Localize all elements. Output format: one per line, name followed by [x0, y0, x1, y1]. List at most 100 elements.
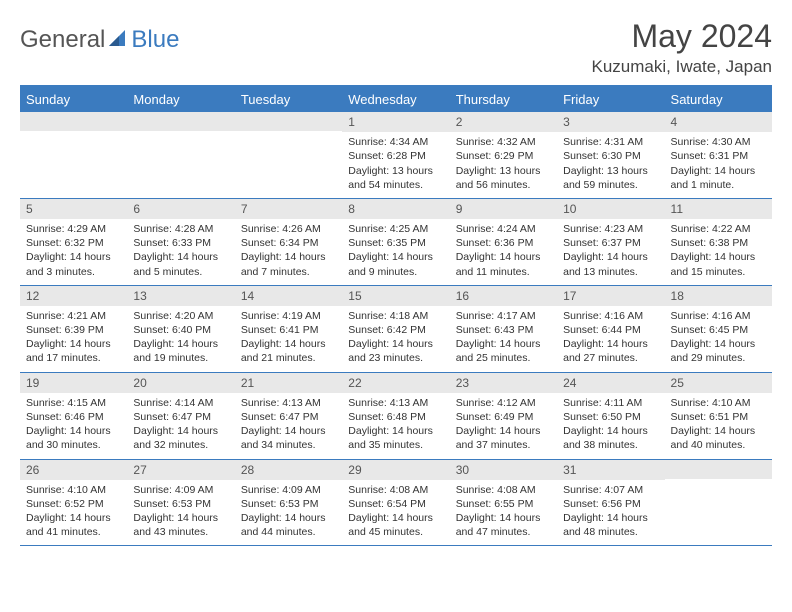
day-content: Sunrise: 4:17 AMSunset: 6:43 PMDaylight:… [450, 306, 557, 372]
day-header: Thursday [450, 87, 557, 112]
daylight-line: Daylight: 14 hours and 34 minutes. [241, 424, 336, 452]
sunset-line: Sunset: 6:52 PM [26, 497, 121, 511]
day-content: Sunrise: 4:22 AMSunset: 6:38 PMDaylight:… [665, 219, 772, 285]
sunset-line: Sunset: 6:42 PM [348, 323, 443, 337]
day-cell: 12Sunrise: 4:21 AMSunset: 6:39 PMDayligh… [20, 286, 127, 372]
daylight-line: Daylight: 14 hours and 48 minutes. [563, 511, 658, 539]
sunset-line: Sunset: 6:40 PM [133, 323, 228, 337]
daylight-line: Daylight: 13 hours and 54 minutes. [348, 164, 443, 192]
sunrise-line: Sunrise: 4:18 AM [348, 309, 443, 323]
day-cell: 3Sunrise: 4:31 AMSunset: 6:30 PMDaylight… [557, 112, 664, 198]
sunset-line: Sunset: 6:36 PM [456, 236, 551, 250]
sunset-line: Sunset: 6:37 PM [563, 236, 658, 250]
day-number: 26 [20, 460, 127, 480]
sunrise-line: Sunrise: 4:24 AM [456, 222, 551, 236]
day-cell [665, 460, 772, 546]
logo-sail-icon [107, 28, 129, 53]
daylight-line: Daylight: 14 hours and 7 minutes. [241, 250, 336, 278]
daylight-line: Daylight: 14 hours and 27 minutes. [563, 337, 658, 365]
day-number [665, 460, 772, 479]
day-number: 13 [127, 286, 234, 306]
day-number: 11 [665, 199, 772, 219]
day-cell: 19Sunrise: 4:15 AMSunset: 6:46 PMDayligh… [20, 373, 127, 459]
day-cell: 15Sunrise: 4:18 AMSunset: 6:42 PMDayligh… [342, 286, 449, 372]
sunset-line: Sunset: 6:35 PM [348, 236, 443, 250]
day-cell: 1Sunrise: 4:34 AMSunset: 6:28 PMDaylight… [342, 112, 449, 198]
daylight-line: Daylight: 13 hours and 56 minutes. [456, 164, 551, 192]
sunset-line: Sunset: 6:41 PM [241, 323, 336, 337]
sunrise-line: Sunrise: 4:26 AM [241, 222, 336, 236]
logo-text-2: Blue [131, 26, 179, 54]
sunrise-line: Sunrise: 4:08 AM [348, 483, 443, 497]
day-cell: 24Sunrise: 4:11 AMSunset: 6:50 PMDayligh… [557, 373, 664, 459]
day-content: Sunrise: 4:19 AMSunset: 6:41 PMDaylight:… [235, 306, 342, 372]
sunset-line: Sunset: 6:32 PM [26, 236, 121, 250]
daylight-line: Daylight: 14 hours and 11 minutes. [456, 250, 551, 278]
sunset-line: Sunset: 6:48 PM [348, 410, 443, 424]
sunrise-line: Sunrise: 4:16 AM [671, 309, 766, 323]
sunset-line: Sunset: 6:31 PM [671, 149, 766, 163]
day-cell: 25Sunrise: 4:10 AMSunset: 6:51 PMDayligh… [665, 373, 772, 459]
day-content: Sunrise: 4:09 AMSunset: 6:53 PMDaylight:… [235, 480, 342, 546]
sunset-line: Sunset: 6:50 PM [563, 410, 658, 424]
sunrise-line: Sunrise: 4:14 AM [133, 396, 228, 410]
sunrise-line: Sunrise: 4:11 AM [563, 396, 658, 410]
day-cell: 5Sunrise: 4:29 AMSunset: 6:32 PMDaylight… [20, 199, 127, 285]
sunset-line: Sunset: 6:44 PM [563, 323, 658, 337]
day-number: 22 [342, 373, 449, 393]
daylight-line: Daylight: 14 hours and 30 minutes. [26, 424, 121, 452]
sunrise-line: Sunrise: 4:16 AM [563, 309, 658, 323]
sunrise-line: Sunrise: 4:32 AM [456, 135, 551, 149]
day-content: Sunrise: 4:20 AMSunset: 6:40 PMDaylight:… [127, 306, 234, 372]
day-content: Sunrise: 4:09 AMSunset: 6:53 PMDaylight:… [127, 480, 234, 546]
day-number: 12 [20, 286, 127, 306]
sunrise-line: Sunrise: 4:09 AM [241, 483, 336, 497]
sunset-line: Sunset: 6:54 PM [348, 497, 443, 511]
day-content: Sunrise: 4:10 AMSunset: 6:52 PMDaylight:… [20, 480, 127, 546]
sunset-line: Sunset: 6:29 PM [456, 149, 551, 163]
day-number: 16 [450, 286, 557, 306]
sunset-line: Sunset: 6:33 PM [133, 236, 228, 250]
day-content: Sunrise: 4:16 AMSunset: 6:45 PMDaylight:… [665, 306, 772, 372]
week-row: 1Sunrise: 4:34 AMSunset: 6:28 PMDaylight… [20, 112, 772, 199]
sunrise-line: Sunrise: 4:13 AM [241, 396, 336, 410]
day-cell: 14Sunrise: 4:19 AMSunset: 6:41 PMDayligh… [235, 286, 342, 372]
day-content: Sunrise: 4:21 AMSunset: 6:39 PMDaylight:… [20, 306, 127, 372]
daylight-line: Daylight: 14 hours and 15 minutes. [671, 250, 766, 278]
week-row: 5Sunrise: 4:29 AMSunset: 6:32 PMDaylight… [20, 199, 772, 286]
day-content: Sunrise: 4:14 AMSunset: 6:47 PMDaylight:… [127, 393, 234, 459]
day-cell: 10Sunrise: 4:23 AMSunset: 6:37 PMDayligh… [557, 199, 664, 285]
day-content: Sunrise: 4:08 AMSunset: 6:54 PMDaylight:… [342, 480, 449, 546]
daylight-line: Daylight: 14 hours and 25 minutes. [456, 337, 551, 365]
day-content: Sunrise: 4:10 AMSunset: 6:51 PMDaylight:… [665, 393, 772, 459]
day-number [235, 112, 342, 131]
sunset-line: Sunset: 6:56 PM [563, 497, 658, 511]
day-number: 30 [450, 460, 557, 480]
day-header: Saturday [665, 87, 772, 112]
week-row: 26Sunrise: 4:10 AMSunset: 6:52 PMDayligh… [20, 460, 772, 547]
day-content: Sunrise: 4:18 AMSunset: 6:42 PMDaylight:… [342, 306, 449, 372]
day-number: 18 [665, 286, 772, 306]
daylight-line: Daylight: 14 hours and 29 minutes. [671, 337, 766, 365]
day-cell: 17Sunrise: 4:16 AMSunset: 6:44 PMDayligh… [557, 286, 664, 372]
month-title: May 2024 [592, 18, 772, 55]
sunset-line: Sunset: 6:45 PM [671, 323, 766, 337]
daylight-line: Daylight: 14 hours and 21 minutes. [241, 337, 336, 365]
day-content: Sunrise: 4:24 AMSunset: 6:36 PMDaylight:… [450, 219, 557, 285]
sunset-line: Sunset: 6:47 PM [133, 410, 228, 424]
day-cell: 6Sunrise: 4:28 AMSunset: 6:33 PMDaylight… [127, 199, 234, 285]
day-number: 28 [235, 460, 342, 480]
day-cell: 4Sunrise: 4:30 AMSunset: 6:31 PMDaylight… [665, 112, 772, 198]
calendar: Sunday Monday Tuesday Wednesday Thursday… [20, 85, 772, 546]
day-cell [20, 112, 127, 198]
day-content: Sunrise: 4:12 AMSunset: 6:49 PMDaylight:… [450, 393, 557, 459]
day-content: Sunrise: 4:11 AMSunset: 6:50 PMDaylight:… [557, 393, 664, 459]
sunrise-line: Sunrise: 4:28 AM [133, 222, 228, 236]
week-row: 19Sunrise: 4:15 AMSunset: 6:46 PMDayligh… [20, 373, 772, 460]
sunset-line: Sunset: 6:38 PM [671, 236, 766, 250]
day-cell: 2Sunrise: 4:32 AMSunset: 6:29 PMDaylight… [450, 112, 557, 198]
weeks-container: 1Sunrise: 4:34 AMSunset: 6:28 PMDaylight… [20, 112, 772, 546]
sunset-line: Sunset: 6:34 PM [241, 236, 336, 250]
day-number: 10 [557, 199, 664, 219]
day-number [127, 112, 234, 131]
